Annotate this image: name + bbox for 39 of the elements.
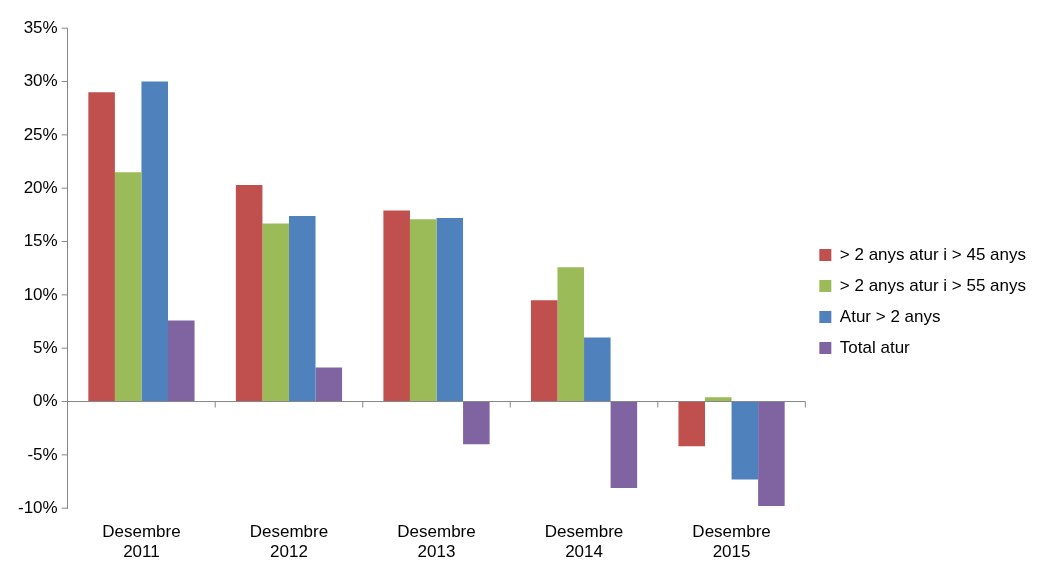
bar [88, 92, 115, 402]
y-tick-label: 25% [23, 124, 58, 144]
legend-label: Atur > 2 anys [839, 306, 941, 326]
y-tick-label: -10% [18, 497, 58, 517]
x-tick-label: Desembre 2015 [692, 522, 771, 562]
bar [383, 210, 410, 402]
y-tick-label: 15% [23, 231, 58, 251]
bar [262, 223, 289, 402]
x-tick-label: Desembre 2013 [397, 522, 476, 562]
bar [758, 401, 785, 507]
legend-label: > 2 anys atur i > 55 anys [839, 275, 1026, 295]
bar [315, 367, 343, 402]
y-tick-label: 30% [23, 71, 58, 91]
x-tick-label: Desembre 2011 [102, 522, 181, 562]
bar [530, 300, 558, 402]
bar [610, 401, 638, 488]
bar [705, 397, 732, 402]
bar [114, 172, 142, 402]
y-tick-label: 10% [23, 284, 58, 304]
y-tick-label: 20% [23, 177, 58, 197]
bar [168, 320, 195, 402]
y-tick-label: 35% [23, 17, 58, 37]
y-tick-label: -5% [27, 444, 58, 464]
bar [463, 401, 490, 445]
legend-label: > 2 anys atur i > 45 anys [839, 244, 1026, 264]
bar [678, 401, 706, 447]
legend-label: Total atur [839, 337, 911, 357]
bar [557, 267, 585, 402]
bar [584, 337, 611, 402]
bar [731, 401, 759, 480]
x-tick-label: Desembre 2012 [249, 522, 329, 562]
y-tick-label: 0% [33, 391, 58, 411]
bar [288, 215, 316, 402]
bar [409, 219, 437, 402]
bar [436, 218, 464, 402]
x-tick-label: Desembre 2014 [544, 522, 624, 562]
bar [235, 185, 263, 402]
bar [141, 81, 169, 402]
y-tick-label: 5% [33, 337, 58, 357]
